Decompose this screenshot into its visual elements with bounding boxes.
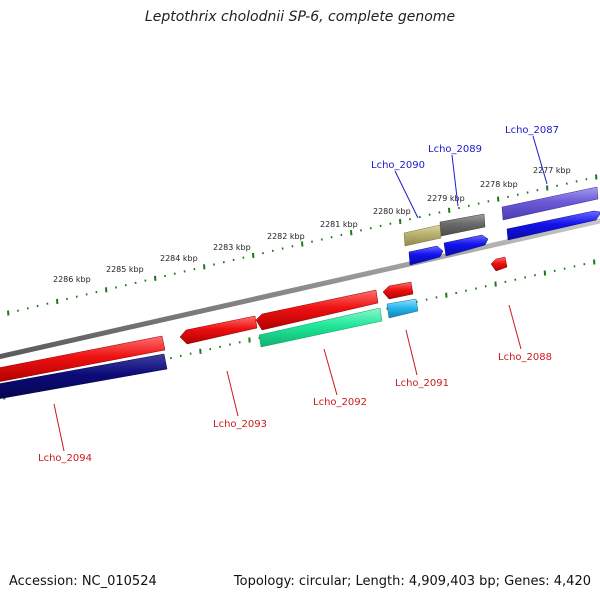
gene-blue-middle-feature[interactable] [443,234,489,257]
gene-label-lcho-2091[interactable]: Lcho_2091 [395,378,449,389]
leader-lcho-2092 [323,348,338,396]
scale-label-2284: 2284 kbp [160,254,198,263]
forward-strand-genes [403,186,600,266]
gene-label-lcho-2092[interactable]: Lcho_2092 [313,397,367,408]
scale-label-2281: 2281 kbp [320,220,358,229]
label-leader-lines [53,135,548,452]
gene-label-lcho-2093[interactable]: Lcho_2093 [213,419,267,430]
gene-lcho-2087-feature[interactable] [501,186,599,221]
gene-lcho-2093-feature[interactable] [179,315,258,345]
gene-blue-right-feature[interactable] [506,210,600,241]
gene-lcho-2090-feature[interactable] [403,224,442,247]
gene-label-lcho-2089[interactable]: Lcho_2089 [428,144,482,155]
gene-cyan-feature[interactable] [386,298,419,319]
gene-label-lcho-2088[interactable]: Lcho_2088 [498,352,552,363]
reverse-strand-genes [0,256,508,399]
scale-label-2285: 2285 kbp [106,265,144,274]
map-title: Leptothrix cholodnii SP-6, complete geno… [144,9,456,25]
gene-label-lcho-2090[interactable]: Lcho_2090 [371,160,425,171]
scale-label-2283: 2283 kbp [213,243,251,252]
gene-lcho-2092-feature[interactable] [255,289,379,331]
gene-lcho-2091-feature[interactable] [382,281,414,300]
gene-blue-left-feature[interactable] [408,245,444,266]
gene-lcho-2094-feature[interactable] [0,335,166,382]
gene-label-lcho-2087[interactable]: Lcho_2087 [505,125,559,136]
leader-lcho-2091 [405,329,418,376]
scale-label-2282: 2282 kbp [267,232,305,241]
scale-label-2277: 2277 kbp [533,166,571,175]
leader-lcho-2090 [394,170,419,219]
gene-labels: Lcho_2087 Lcho_2089 Lcho_2090 Lcho_2088 … [38,125,559,464]
leader-lcho-2087 [532,135,548,185]
leader-lcho-2094 [53,403,65,452]
leader-lcho-2093 [226,370,239,417]
accession-text: Accession: NC_010524 [9,574,157,589]
gene-green-feature[interactable] [258,307,383,348]
gene-lcho-2088-feature[interactable] [490,256,508,272]
scale-label-2280: 2280 kbp [373,207,411,216]
scale-ticks-upper [7,174,598,316]
scale-labels: 2277 kbp 2278 kbp 2279 kbp 2280 kbp 2281… [53,166,571,284]
gene-navy-feature[interactable] [0,353,168,399]
leader-lcho-2089 [451,154,459,207]
scale-label-2286: 2286 kbp [53,275,91,284]
scale-label-2278: 2278 kbp [480,180,518,189]
leader-lcho-2088 [508,304,522,350]
gene-label-lcho-2094[interactable]: Lcho_2094 [38,453,92,464]
genome-backbone [0,218,600,360]
genome-stats-text: Topology: circular; Length: 4,909,403 bp… [233,574,591,589]
gene-lcho-2089-feature[interactable] [439,213,486,237]
scale-label-2279: 2279 kbp [427,194,465,203]
